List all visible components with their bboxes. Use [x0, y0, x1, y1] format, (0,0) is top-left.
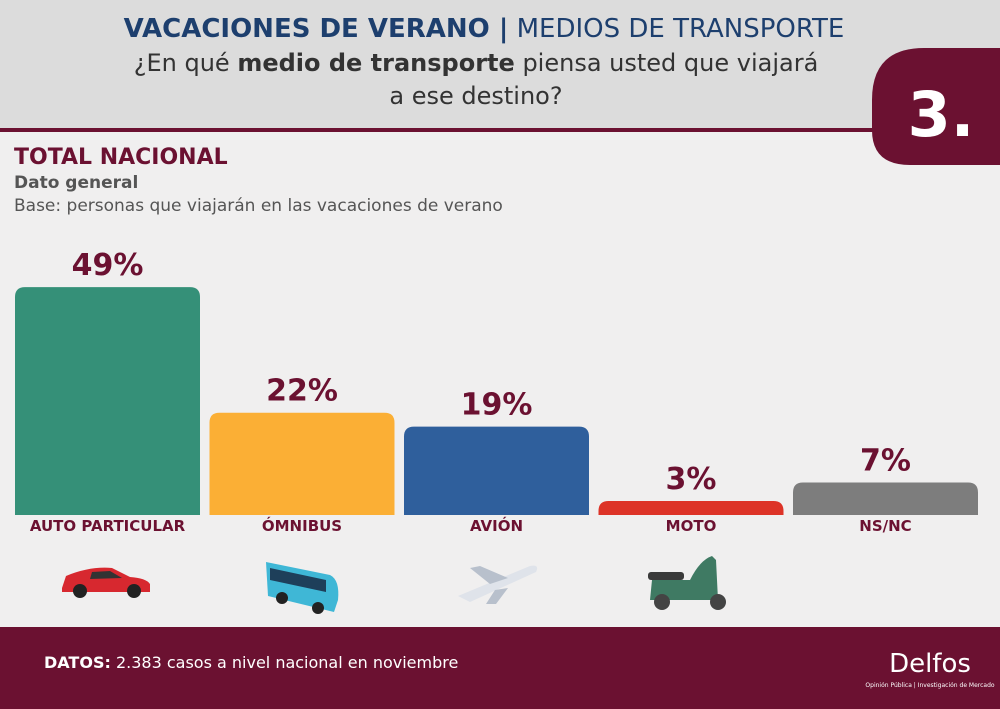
bar-chart: 49% AUTO PARTICULAR 22% ÓMNIBUS 19% AVIÓN 3% MO…	[15, 248, 978, 535]
logo-subtitle: Opinión Pública | Investigación de Merca…	[865, 682, 995, 689]
category-label: ÓMNIBUS	[262, 516, 342, 535]
car-icon	[62, 567, 150, 598]
title: VACACIONES DE VERANO | MEDIOS DE TRANSPO…	[124, 14, 845, 44]
value-label: 7%	[860, 443, 911, 478]
value-label: 22%	[266, 374, 338, 409]
badge: 3.	[908, 78, 975, 151]
value-label: 19%	[461, 388, 533, 423]
section-subtitle: Dato general	[14, 173, 138, 193]
bar	[793, 482, 978, 515]
section-base: Base: personas que viajarán en las vacac…	[14, 196, 503, 216]
question-part: piensa usted que viajará	[522, 49, 818, 77]
question-bold: medio de transporte	[237, 49, 514, 77]
value-label: 49%	[72, 248, 144, 283]
title-bold: VACACIONES DE VERANO |	[124, 14, 509, 44]
footer-text: 2.383 casos a nivel nacional en noviembr…	[116, 653, 458, 672]
footer-label: DATOS:	[44, 653, 111, 672]
bus-icon	[266, 562, 339, 614]
bar	[404, 426, 589, 515]
header-rule	[0, 128, 1000, 132]
footer-note: DATOS: 2.383 casos a nivel nacional en n…	[44, 653, 458, 672]
bar	[15, 287, 200, 515]
question-line: a ese destino?	[389, 82, 562, 110]
category-label: AVIÓN	[470, 516, 523, 535]
section-title: TOTAL NACIONAL	[14, 145, 228, 170]
header-band	[0, 0, 1000, 130]
bar	[209, 412, 395, 515]
footer-band	[0, 627, 1000, 709]
plane-icon	[458, 565, 538, 604]
value-label: 3%	[666, 462, 717, 497]
scooter-icon	[648, 556, 726, 610]
question: ¿En qué medio de transporte piensa usted…	[134, 49, 819, 77]
badge-shape	[872, 48, 1000, 165]
logo: Delfos	[889, 649, 971, 679]
bar	[598, 501, 784, 515]
question-part: ¿En qué	[134, 49, 230, 77]
title-light: MEDIOS DE TRANSPORTE	[517, 14, 845, 44]
category-label: NS/NC	[859, 517, 911, 535]
category-label: MOTO	[666, 517, 717, 535]
category-label: AUTO PARTICULAR	[30, 517, 186, 535]
